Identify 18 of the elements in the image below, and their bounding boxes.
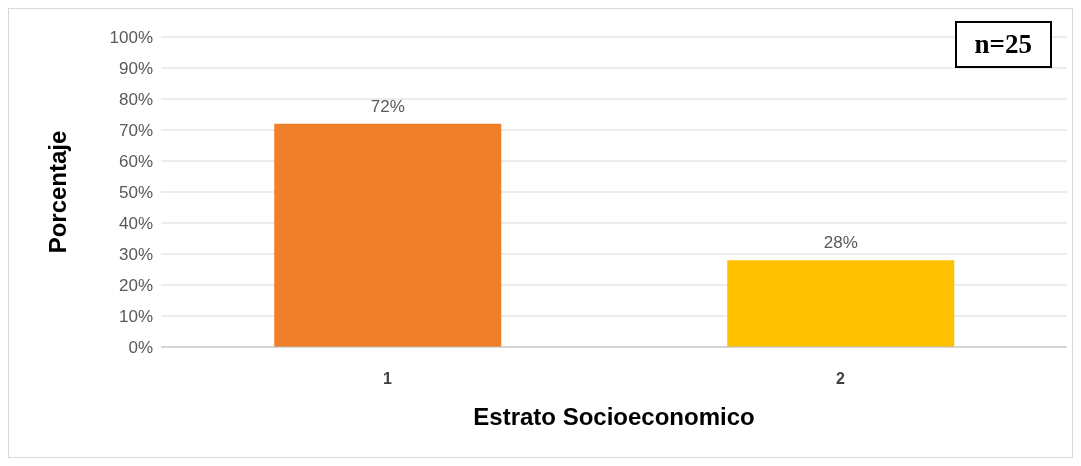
y-tick-label: 50% — [118, 183, 153, 203]
annotation: n=25 — [954, 21, 1052, 68]
y-tick-label: 70% — [118, 121, 153, 141]
x-tick-label: 1 — [383, 370, 393, 388]
y-tick-label: 0% — [128, 338, 153, 358]
y-tick-label: 30% — [118, 245, 153, 265]
data-label: 28% — [823, 233, 858, 253]
x-axis-title: Estrato Socioeconomico — [473, 403, 755, 430]
y-tick-label: 100% — [109, 28, 153, 48]
y-tick-label: 60% — [118, 152, 153, 172]
y-tick-label: 90% — [118, 59, 153, 79]
y-tick-label: 20% — [118, 276, 153, 296]
data-label: 72% — [370, 96, 405, 116]
y-axis-title: Porcentaje — [43, 130, 71, 254]
y-tick-label: 40% — [118, 214, 153, 234]
y-tick-label: 80% — [118, 90, 153, 110]
y-tick-label: 10% — [118, 307, 153, 327]
x-tick-label: 2 — [836, 370, 846, 388]
